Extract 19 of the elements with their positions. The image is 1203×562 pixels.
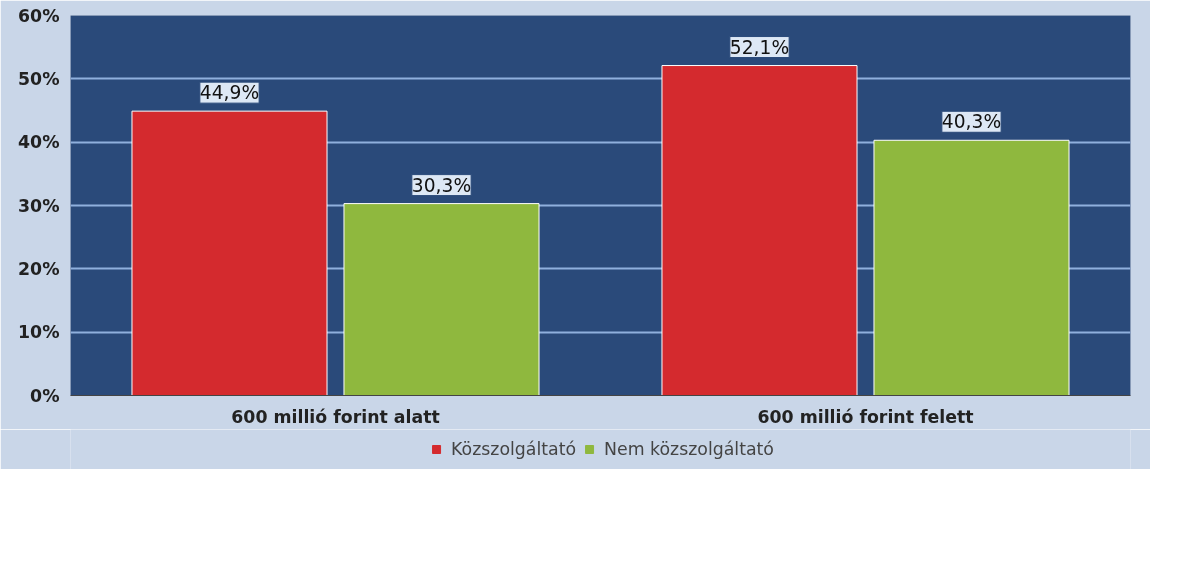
data-label: 52,1% [729,36,790,58]
y-tick-label: 10% [18,322,60,343]
x-tick-label: 600 millió forint felett [757,406,974,427]
y-tick-label: 20% [18,258,60,279]
bar [343,203,540,396]
y-tick-label: 30% [18,195,60,216]
data-label: 44,9% [199,82,260,104]
data-label: 30,3% [411,174,472,196]
y-tick-label: 60% [18,5,60,26]
legend-label: Közszolgáltató [451,439,577,459]
legend-label: Nem közszolgáltató [604,439,774,459]
bar [131,110,328,396]
y-tick-label: 0% [30,385,60,406]
y-tick-label: 50% [18,68,60,89]
bar [873,139,1070,396]
data-label: 40,3% [941,111,1002,133]
bar [661,65,858,396]
x-tick-label: 600 millió forint alatt [231,406,440,427]
y-tick-label: 40% [18,132,60,153]
